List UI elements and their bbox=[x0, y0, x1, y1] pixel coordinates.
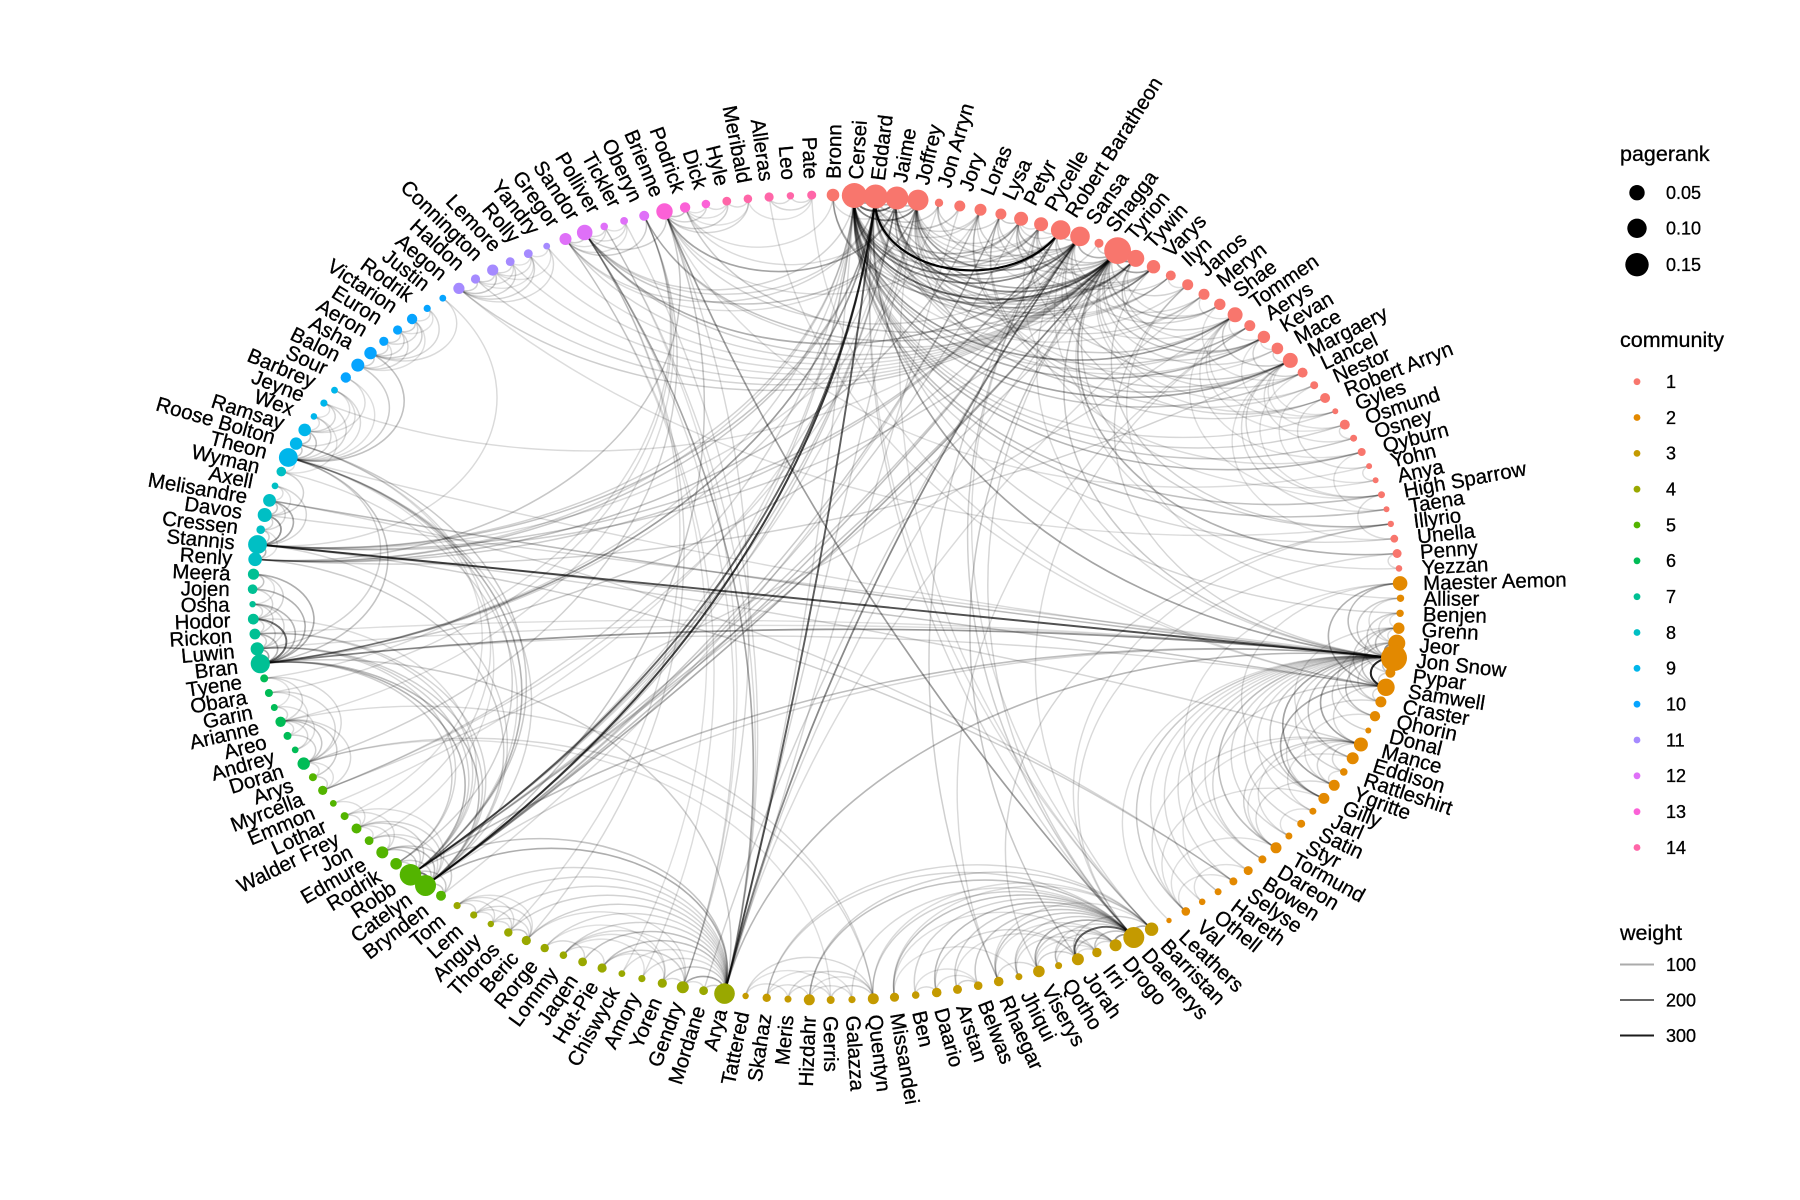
svg-text:1: 1 bbox=[1666, 372, 1676, 392]
svg-text:Maester Aemon: Maester Aemon bbox=[1423, 568, 1567, 595]
svg-text:Jojen: Jojen bbox=[181, 577, 230, 601]
svg-text:0.10: 0.10 bbox=[1666, 219, 1701, 239]
svg-text:Osha: Osha bbox=[180, 594, 230, 618]
svg-text:10: 10 bbox=[1666, 694, 1686, 714]
svg-text:3: 3 bbox=[1666, 444, 1676, 464]
svg-text:Grenn: Grenn bbox=[1421, 619, 1479, 645]
svg-text:Bronn: Bronn bbox=[822, 124, 846, 179]
svg-text:0.15: 0.15 bbox=[1666, 255, 1701, 275]
svg-text:4: 4 bbox=[1666, 479, 1676, 499]
svg-text:Alliser: Alliser bbox=[1423, 588, 1479, 611]
svg-text:Bran: Bran bbox=[193, 656, 239, 684]
svg-text:7: 7 bbox=[1666, 587, 1676, 607]
svg-text:13: 13 bbox=[1666, 802, 1686, 822]
svg-text:community: community bbox=[1620, 328, 1724, 352]
svg-text:Penny: Penny bbox=[1419, 536, 1479, 563]
svg-text:0.05: 0.05 bbox=[1666, 183, 1701, 203]
svg-text:200: 200 bbox=[1666, 990, 1696, 1010]
svg-text:Gerris: Gerris bbox=[819, 1016, 843, 1072]
svg-text:Meera: Meera bbox=[172, 560, 232, 585]
svg-text:8: 8 bbox=[1666, 623, 1676, 643]
svg-text:12: 12 bbox=[1666, 766, 1686, 786]
svg-text:Meris: Meris bbox=[771, 1014, 799, 1066]
svg-text:weight: weight bbox=[1619, 921, 1682, 945]
svg-text:Jeor: Jeor bbox=[1419, 634, 1461, 660]
svg-text:pagerank: pagerank bbox=[1620, 142, 1710, 166]
svg-text:Hodor: Hodor bbox=[174, 609, 231, 634]
svg-text:300: 300 bbox=[1666, 1026, 1696, 1046]
svg-text:Pate: Pate bbox=[797, 136, 822, 179]
svg-text:2: 2 bbox=[1666, 408, 1676, 428]
svg-text:Galazza: Galazza bbox=[841, 1015, 869, 1092]
svg-text:6: 6 bbox=[1666, 551, 1676, 571]
svg-text:Luwin: Luwin bbox=[180, 640, 235, 668]
svg-text:9: 9 bbox=[1666, 659, 1676, 679]
svg-text:Davos: Davos bbox=[183, 493, 244, 524]
svg-text:Leo: Leo bbox=[774, 145, 800, 181]
svg-text:Rickon: Rickon bbox=[169, 625, 233, 652]
svg-text:Cersei: Cersei bbox=[845, 120, 872, 181]
svg-text:Yezzan: Yezzan bbox=[1421, 553, 1489, 579]
svg-text:Benjen: Benjen bbox=[1423, 603, 1487, 628]
svg-text:11: 11 bbox=[1666, 730, 1685, 750]
svg-text:100: 100 bbox=[1666, 955, 1696, 975]
svg-text:Renly: Renly bbox=[179, 544, 234, 570]
svg-text:Hizdahr: Hizdahr bbox=[795, 1015, 821, 1087]
svg-text:5: 5 bbox=[1666, 515, 1676, 535]
svg-text:14: 14 bbox=[1666, 838, 1686, 858]
